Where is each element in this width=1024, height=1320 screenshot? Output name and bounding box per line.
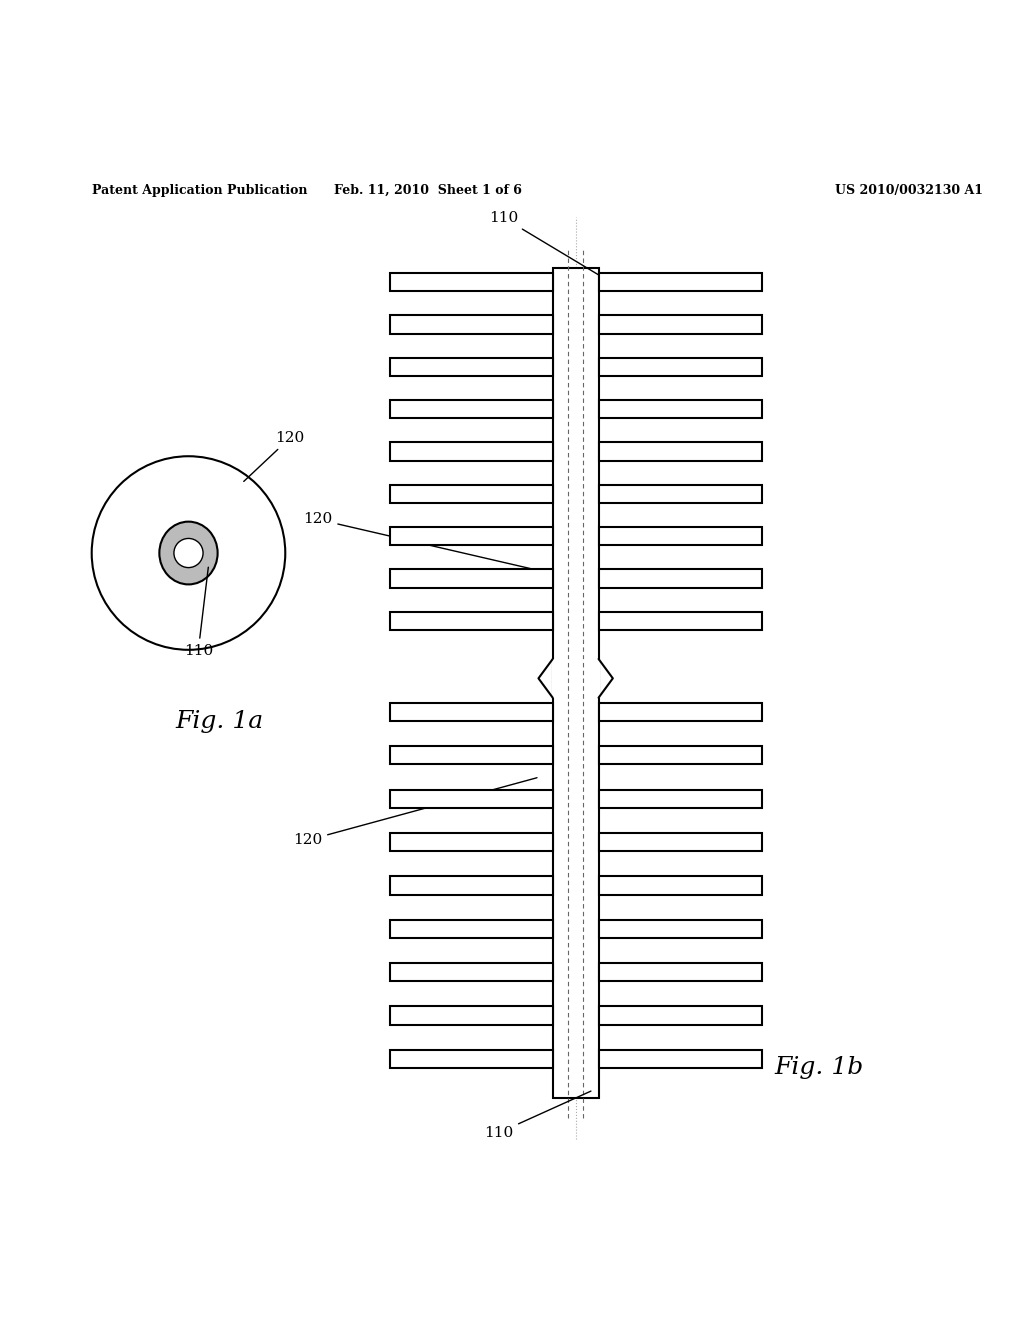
Text: Fig. 1a: Fig. 1a [175,710,263,733]
Bar [390,442,553,461]
Circle shape [92,457,286,649]
Bar [599,789,762,808]
Bar [599,1049,762,1068]
Text: 120: 120 [303,512,530,569]
Bar [599,400,762,418]
Bar [599,876,762,895]
Bar [390,1006,553,1024]
Bar [599,484,762,503]
Text: 120: 120 [293,777,537,847]
Bar [599,569,762,587]
Text: 110: 110 [484,1092,591,1140]
Bar [599,920,762,939]
Ellipse shape [160,521,218,585]
Bar [390,527,553,545]
Bar [599,442,762,461]
Bar [390,876,553,895]
Text: Fig. 1b: Fig. 1b [774,1056,863,1078]
Text: Feb. 11, 2010  Sheet 1 of 6: Feb. 11, 2010 Sheet 1 of 6 [334,185,522,197]
Bar [599,746,762,764]
Text: 110: 110 [489,211,601,276]
Bar [390,702,553,721]
Bar [390,611,553,630]
Bar [390,273,553,292]
Bar [599,962,762,981]
Text: 120: 120 [244,430,305,482]
Bar [390,315,553,334]
Bar [599,833,762,851]
Bar [599,527,762,545]
Bar [390,1049,553,1068]
Bar [390,833,553,851]
Bar [552,659,600,698]
Bar [390,569,553,587]
Circle shape [174,539,203,568]
Bar [599,315,762,334]
Text: 110: 110 [183,568,213,657]
Bar [390,920,553,939]
Bar [599,358,762,376]
Bar [599,1006,762,1024]
Bar [390,484,553,503]
Bar [390,789,553,808]
Bar [599,611,762,630]
Bar [390,400,553,418]
Text: Patent Application Publication: Patent Application Publication [92,185,307,197]
Bar [390,746,553,764]
Bar [390,358,553,376]
Bar [390,962,553,981]
Bar [599,702,762,721]
Bar [553,268,599,1098]
Bar [599,273,762,292]
Text: US 2010/0032130 A1: US 2010/0032130 A1 [836,185,983,197]
